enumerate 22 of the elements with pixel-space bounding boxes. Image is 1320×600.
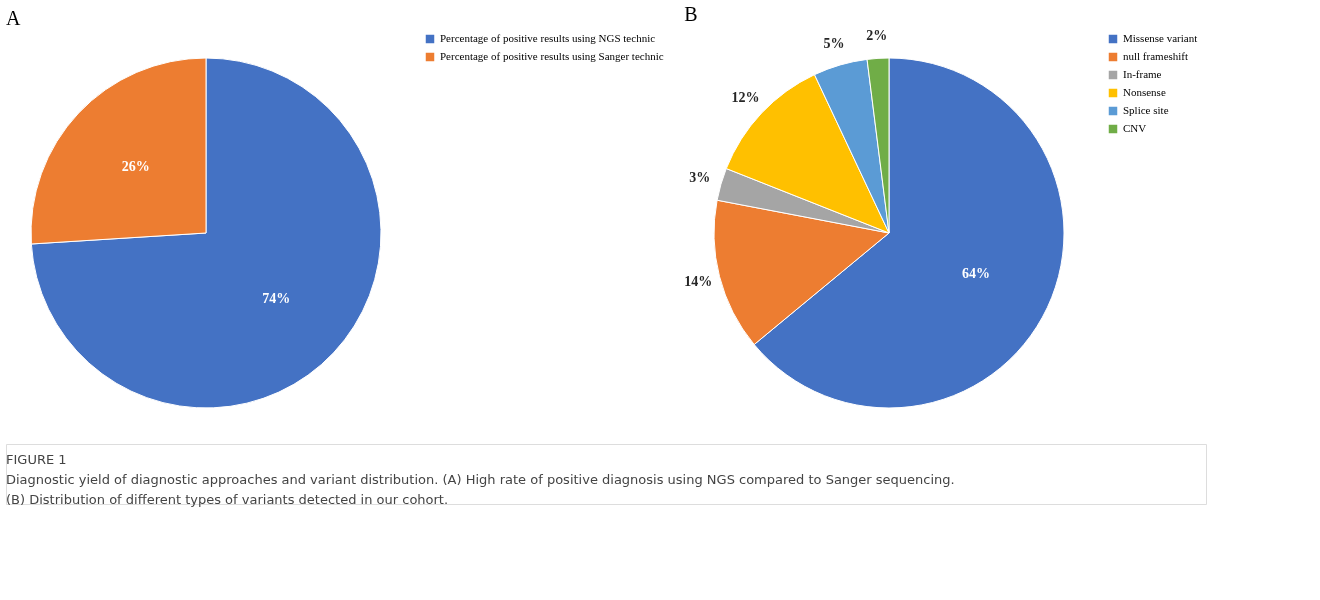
caption: FIGURE 1 (6, 452, 67, 467)
legend-label: In-frame (1123, 68, 1162, 80)
legend-label: CNV (1123, 122, 1147, 134)
data-label: 3% (689, 170, 711, 186)
legend-label: Percentage of positive results using NGS technic (440, 32, 656, 44)
data-label: 74% (262, 290, 291, 306)
legend-label: null frameshift (1123, 50, 1189, 62)
legend-label: Missense variant (1123, 32, 1198, 44)
legend-label: Nonsense (1123, 86, 1166, 98)
data-label: 12% (731, 90, 760, 106)
data-label: 5% (823, 35, 845, 51)
data-label: 26% (121, 159, 150, 175)
text: Diagnostic yield of diagnostic approaches and variant distribution. (A) High rate of positive diagnosis using NGS compared to Sanger sequencing. (6, 472, 955, 487)
data-label: 14% (684, 273, 713, 289)
pie-slice (30, 57, 382, 409)
chart-title: B (684, 3, 698, 26)
data-label: 64% (962, 265, 991, 281)
chart-title: A (6, 7, 21, 29)
legend-label: Percentage of positive results using Sanger technic (440, 50, 664, 62)
legend-label: Splice site (1123, 104, 1169, 116)
data-label: 2% (866, 28, 888, 44)
text: (B) Distribution of different types of variants detected in our cohort. (6, 492, 449, 507)
